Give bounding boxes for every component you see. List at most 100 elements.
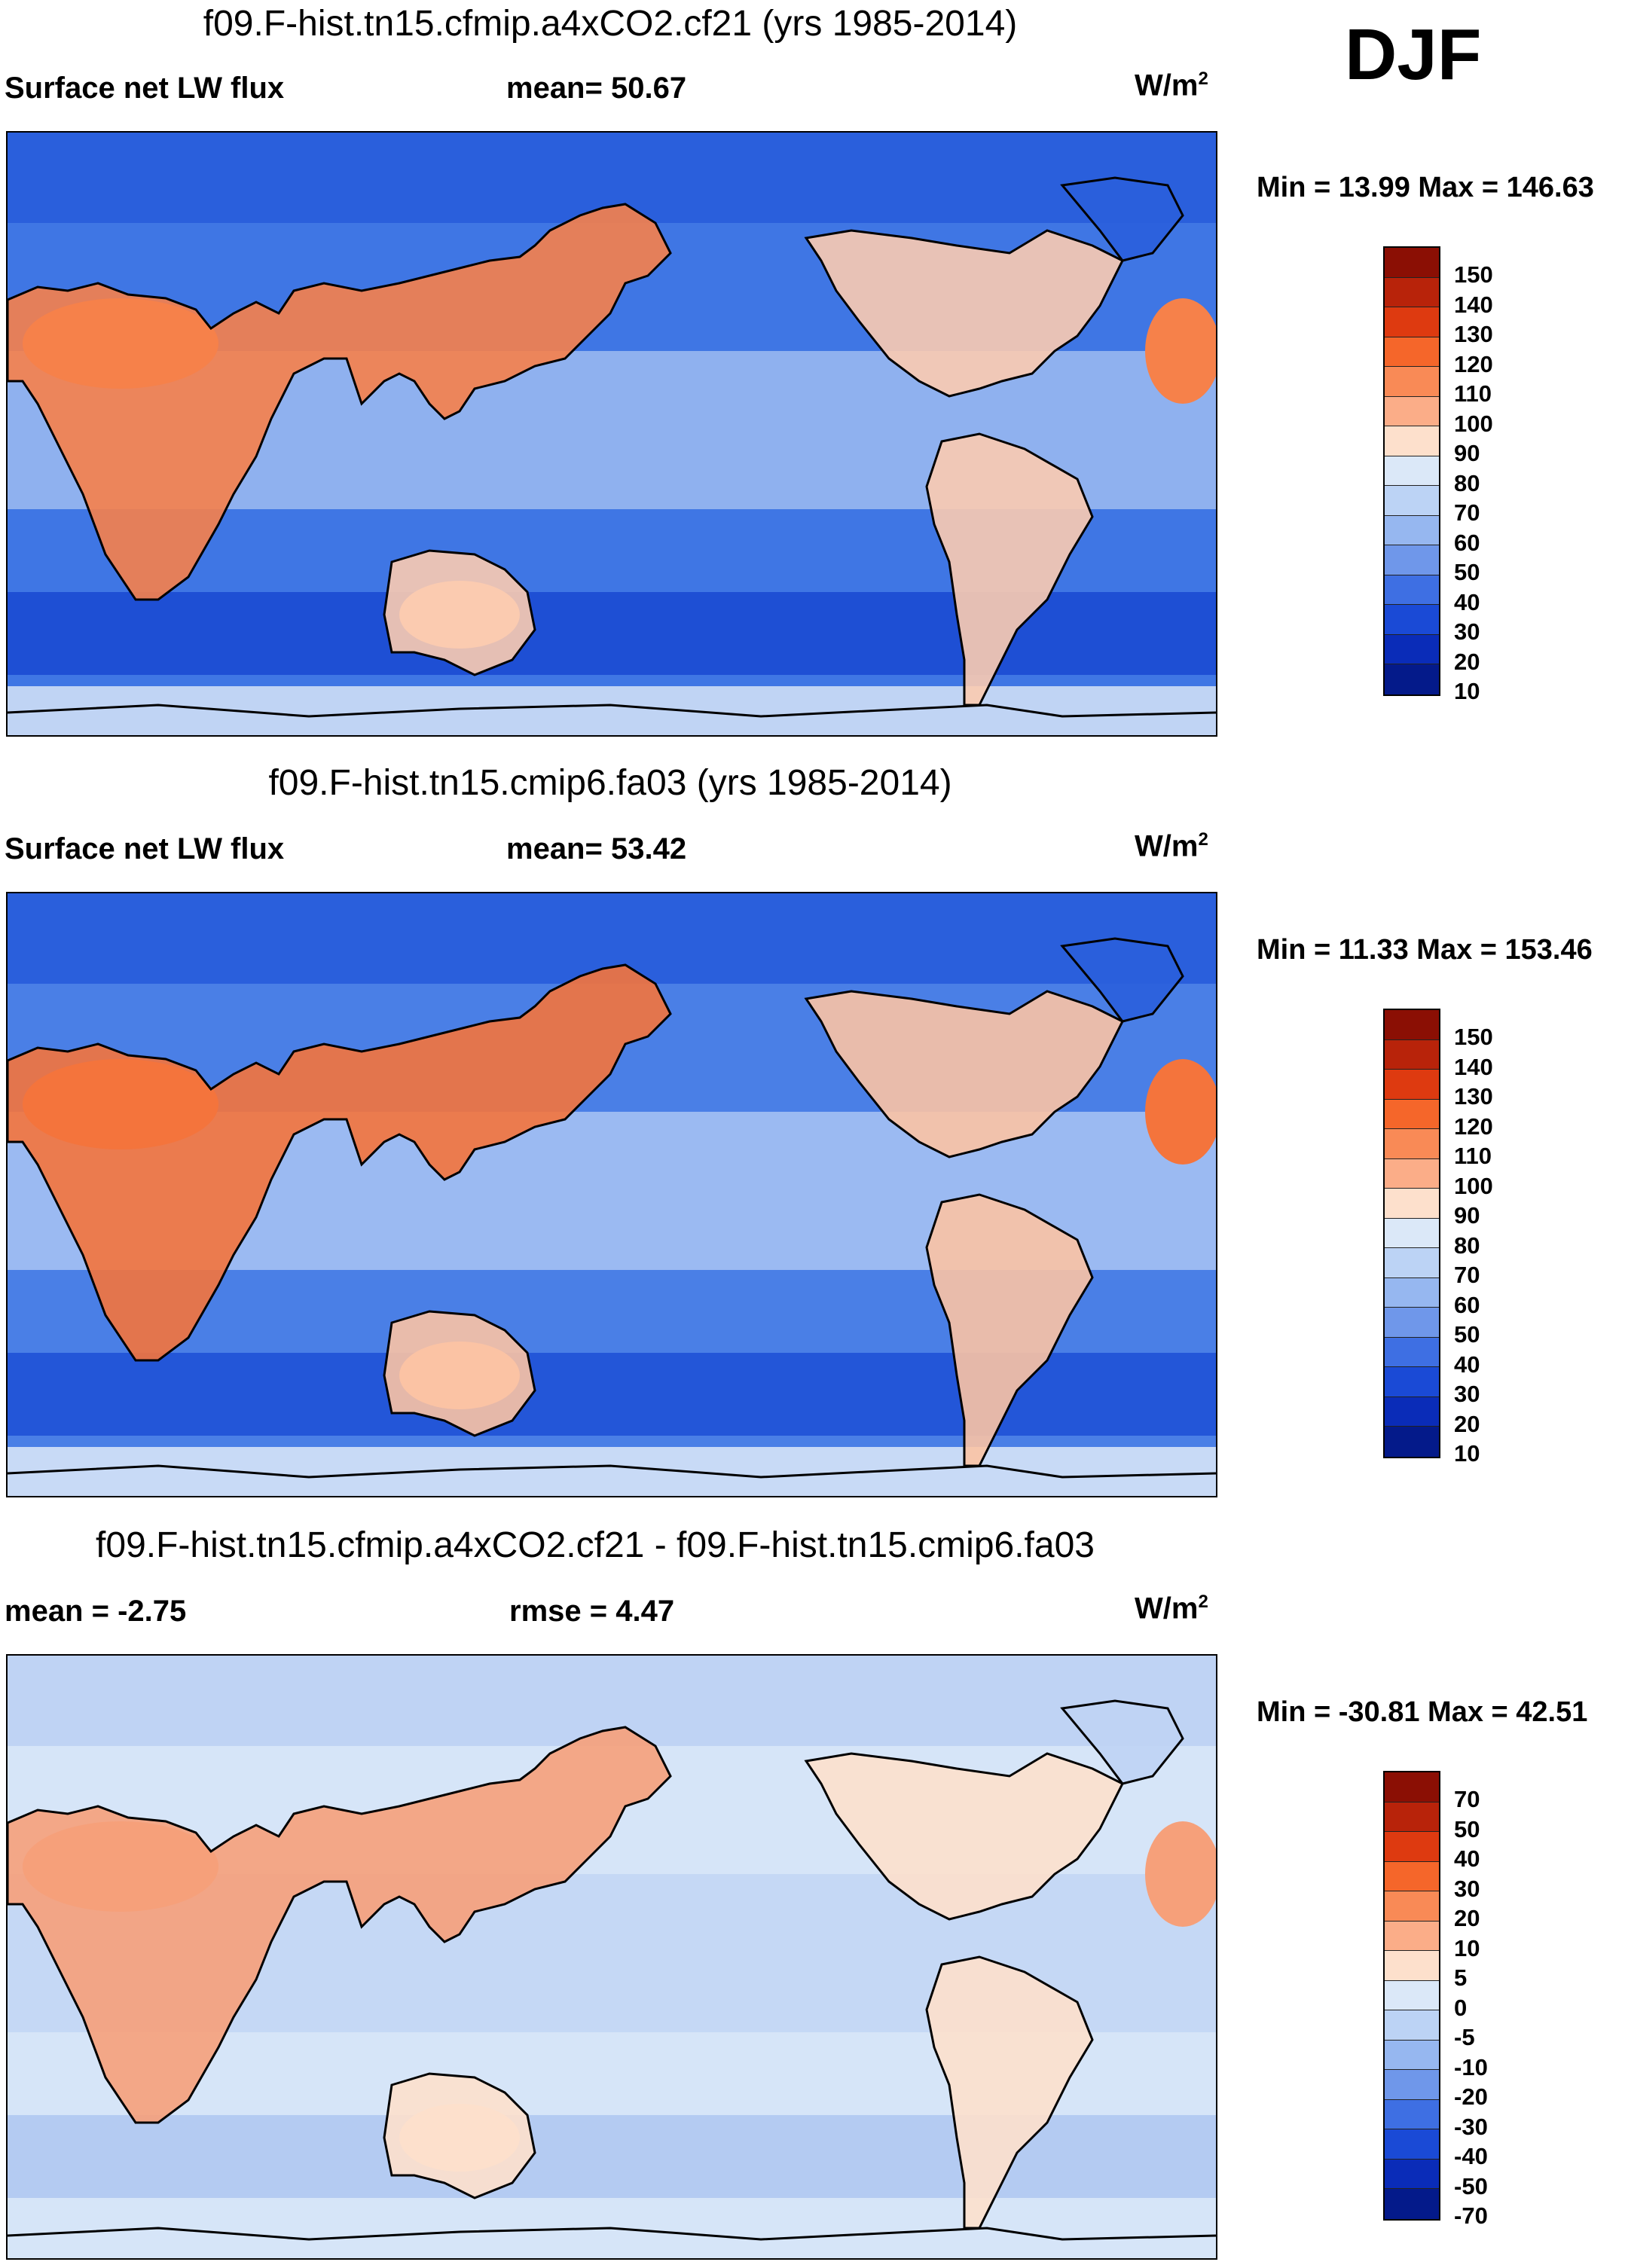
colorbar-tick-label: 50 [1454,559,1480,585]
colorbar-swatch [1385,545,1439,575]
colorbar [1383,1771,1440,2221]
min-max-label: Min = 13.99 Max = 146.63 [1257,172,1594,203]
land-region [806,991,1123,1157]
map-plot [6,892,1217,1497]
coastline [8,2227,1216,2241]
panel-title: f09.F-hist.tn15.cmip6.fa03 (yrs 1985-201… [268,763,952,803]
colorbar-swatch [1385,1951,1439,1981]
colorbar-tick-label: 40 [1454,588,1480,615]
colorbar-tick-label: 90 [1454,440,1480,466]
band-antarctic [8,1447,1216,1496]
colorbar-swatch [1385,1039,1439,1070]
colorbar-swatch [1385,1427,1439,1457]
colorbar-swatch [1385,1772,1439,1802]
colorbar-swatch [1385,1070,1439,1100]
colorbar-swatch [1385,337,1439,367]
colorbar-tick-label: -50 [1454,2172,1488,2199]
australia-patch [399,1342,520,1409]
colorbar-swatch [1385,515,1439,545]
sahara-patch [23,298,218,389]
colorbar-tick-label: 5 [1454,1964,1468,1991]
colorbar-swatch [1385,1218,1439,1248]
field-label: Surface net LW flux [5,832,285,865]
coastline [8,1464,1216,1479]
east-edge-patch [1145,1059,1216,1165]
land-region [1062,1701,1183,1784]
colorbar-swatch [1385,1832,1439,1862]
land-region [1062,939,1183,1021]
min-max-label: Min = -30.81 Max = 42.51 [1257,1696,1588,1728]
min-max-label: Min = 11.33 Max = 153.46 [1257,934,1593,966]
colorbar-tick-label: 130 [1454,321,1493,347]
colorbar-tick-label: 150 [1454,1024,1493,1050]
coastline [383,1310,536,1437]
colorbar-swatch [1385,426,1439,456]
colorbar-swatch [1385,1308,1439,1338]
colorbar-tick-label: 80 [1454,469,1480,496]
coastline [8,704,1216,718]
land-region [8,204,670,600]
sahara-patch [23,1059,218,1149]
field-label: Surface net LW flux [5,72,285,105]
colorbar-tick-label: 30 [1454,1875,1480,1902]
panel-title: f09.F-hist.tn15.cfmip.a4xCO2.cf21 - f09.… [96,1525,1095,1565]
colorbar-swatch [1385,1010,1439,1040]
colorbar-swatch [1385,1367,1439,1397]
colorbar-swatch [1385,2129,1439,2160]
colorbar-tick-label: 10 [1454,678,1480,704]
colorbar-tick-label: 0 [1454,1994,1468,2021]
east-edge-patch [1145,1821,1216,1927]
colorbar-swatch [1385,2159,1439,2189]
colorbar-tick-label: 10 [1454,1934,1480,1961]
colorbar-swatch [1385,277,1439,307]
colorbar-swatch [1385,1397,1439,1427]
colorbar-swatch [1385,575,1439,605]
coastline [1060,1699,1184,1785]
colorbar-tick-label: 40 [1454,1845,1480,1872]
map-plot [6,1654,1217,2260]
coastline [8,963,672,1362]
colorbar-tick-label: 30 [1454,1381,1480,1407]
land-region [8,965,670,1360]
colorbar-swatch [1385,1189,1439,1219]
colorbar-swatch [1385,1248,1439,1278]
colorbar-tick-label: 70 [1454,499,1480,526]
colorbar-tick-label: 70 [1454,1786,1480,1812]
colorbar [1383,246,1440,696]
coastline [8,1726,672,2124]
colorbar-tick-label: 10 [1454,1440,1480,1467]
season-label: DJF [1345,14,1482,95]
colorbar-tick-label: 120 [1454,350,1493,377]
colorbar-swatch [1385,1158,1439,1189]
coastline [804,1752,1125,1921]
colorbar-swatch [1385,396,1439,426]
rmse-label: rmse = 4.47 [509,1595,675,1628]
sahara-patch [23,1821,218,1912]
colorbar-swatch [1385,456,1439,486]
colorbar [1383,1009,1440,1458]
colorbar-tick-label: 70 [1454,1262,1480,1288]
colorbar-swatch [1385,605,1439,635]
colorbar-tick-label: 80 [1454,1232,1480,1259]
panel-title: f09.F-hist.tn15.cfmip.a4xCO2.cf21 (yrs 1… [203,4,1018,44]
colorbar-tick-label: -30 [1454,2113,1488,2140]
colorbar-swatch [1385,1129,1439,1159]
map-plot [6,131,1217,737]
colorbar-swatch [1385,1861,1439,1891]
colorbar-tick-label: 40 [1454,1351,1480,1378]
coastline [383,2072,536,2199]
land-region [927,434,1092,705]
colorbar-tick-label: 130 [1454,1083,1493,1110]
colorbar-tick-label: -40 [1454,2143,1488,2169]
coastline [1060,937,1184,1023]
colorbar-tick-label: -70 [1454,2202,1488,2229]
land-region [806,1754,1123,1919]
colorbar-tick-label: -20 [1454,2083,1488,2110]
colorbar-tick-label: 50 [1454,1321,1480,1348]
coastline [804,990,1125,1158]
colorbar-tick-label: 20 [1454,1905,1480,1931]
colorbar-swatch [1385,1337,1439,1367]
colorbar-tick-label: 50 [1454,1815,1480,1842]
colorbar-swatch [1385,1980,1439,2010]
coastline [1060,176,1184,262]
